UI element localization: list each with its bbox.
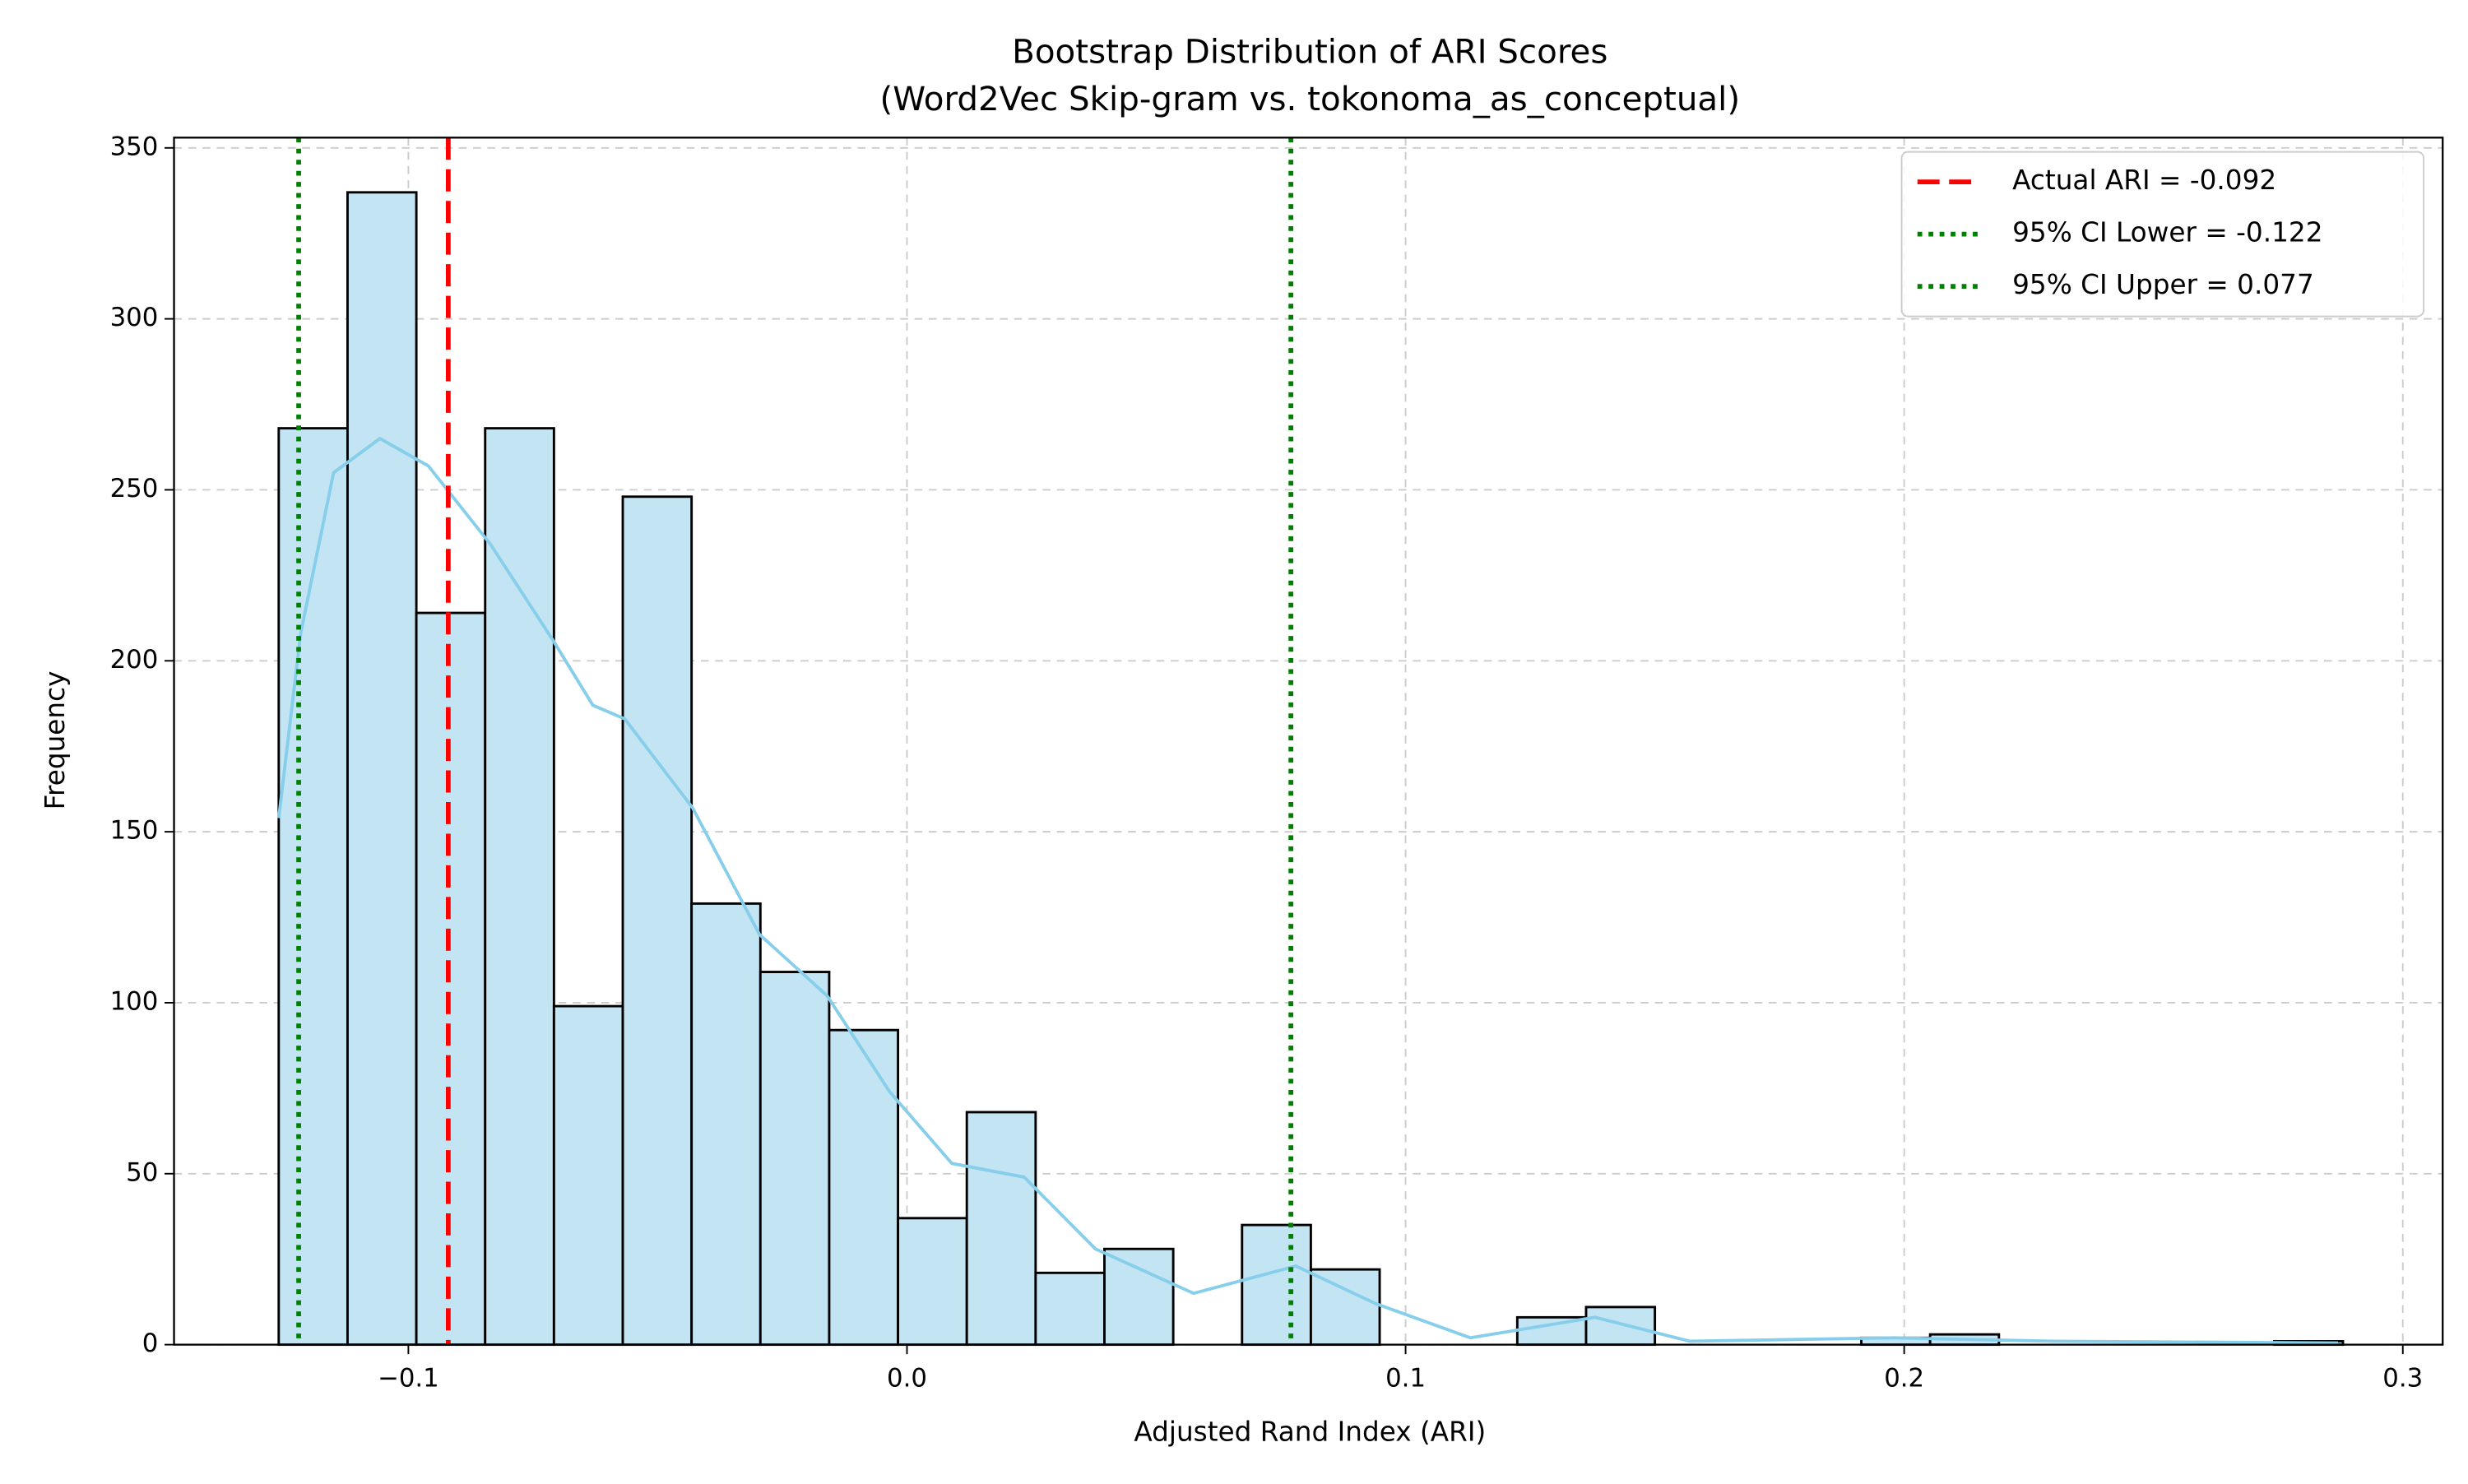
bar (1241, 1223, 1312, 1347)
y-tick-label: 100 (110, 986, 159, 1016)
bar (1034, 1271, 1106, 1347)
bar (552, 1004, 624, 1347)
y-tick-label: 250 (110, 474, 159, 503)
x-tick-label: 0.0 (887, 1363, 927, 1393)
y-axis-label: Frequency (39, 671, 71, 810)
bar (897, 1217, 968, 1347)
x-axis-label: Adjusted Rand Index (ARI) (1134, 1416, 1486, 1447)
bar (1584, 1305, 1657, 1347)
bar (1103, 1247, 1175, 1347)
legend-label: 95% CI Upper = 0.077 (2012, 269, 2314, 300)
y-tick-label: 200 (110, 645, 159, 675)
bar (690, 902, 762, 1347)
bar (965, 1111, 1037, 1347)
kde-line (276, 436, 2338, 1345)
axes-frame (173, 137, 2444, 1346)
y-tick-label: 0 (142, 1329, 159, 1358)
chart-subtitle: (Word2Vec Skip-gram vs. tokonoma_as_conc… (879, 80, 1740, 118)
bar (828, 1028, 900, 1347)
legend-box (1900, 151, 2425, 318)
bar (758, 971, 831, 1347)
y-tick-label: 300 (110, 303, 159, 332)
legend-label: Actual ARI = -0.092 (2012, 165, 2276, 196)
bar (277, 427, 349, 1347)
bar (346, 191, 418, 1347)
bar (621, 495, 694, 1347)
bar (415, 611, 487, 1347)
legend-label: 95% CI Lower = -0.122 (2012, 217, 2322, 248)
y-tick-label: 150 (110, 816, 159, 846)
x-tick-label: 0.3 (2382, 1363, 2423, 1393)
y-tick-label: 50 (126, 1157, 158, 1187)
bar (1309, 1268, 1381, 1347)
x-tick-label: −0.1 (378, 1363, 439, 1393)
bar (484, 427, 555, 1347)
x-tick-label: 0.1 (1385, 1363, 1426, 1393)
y-tick-label: 350 (110, 132, 159, 161)
chart-title: Bootstrap Distribution of ARI Scores (1012, 32, 1607, 71)
x-tick-label: 0.2 (1884, 1363, 1924, 1393)
